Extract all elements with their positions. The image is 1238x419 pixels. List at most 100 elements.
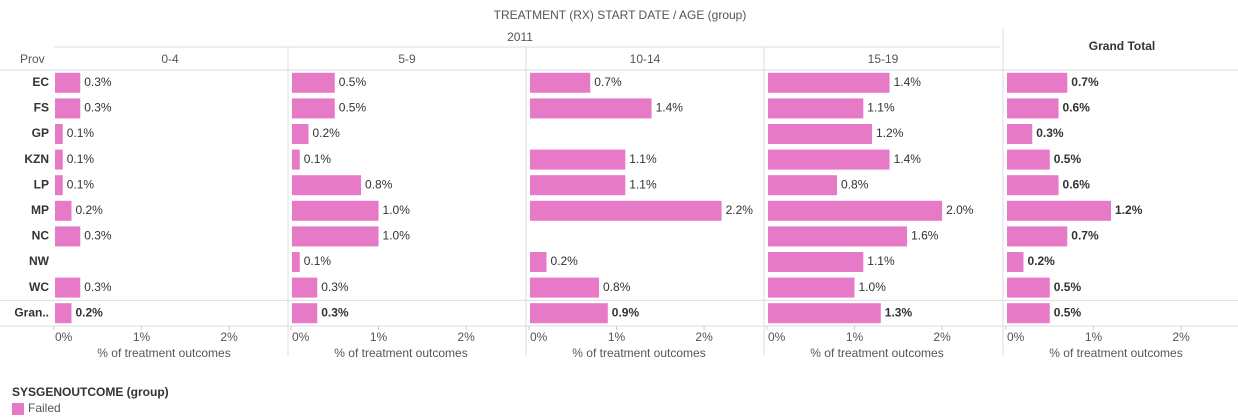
row-label: KZN bbox=[24, 152, 49, 166]
value-label: 1.0% bbox=[383, 203, 411, 217]
column-header: Grand Total bbox=[1089, 39, 1155, 53]
bar bbox=[55, 149, 63, 170]
x-tick-label: 0% bbox=[530, 330, 548, 344]
x-tick-label: 0% bbox=[768, 330, 786, 344]
value-label: 0.3% bbox=[84, 229, 112, 243]
bar bbox=[1007, 226, 1068, 247]
bar bbox=[1007, 200, 1112, 221]
value-label: 1.2% bbox=[1115, 203, 1143, 217]
column-header: 10-14 bbox=[630, 52, 661, 66]
bar bbox=[292, 252, 300, 272]
value-label: 0.7% bbox=[1071, 229, 1099, 243]
bar bbox=[1007, 303, 1050, 324]
value-label: 0.1% bbox=[67, 152, 95, 166]
value-label: 1.2% bbox=[876, 126, 904, 140]
value-label: 0.1% bbox=[304, 254, 332, 268]
bar bbox=[1007, 175, 1059, 196]
bar bbox=[530, 303, 608, 324]
x-tick-label: 1% bbox=[1085, 330, 1103, 344]
value-label: 0.7% bbox=[594, 75, 622, 89]
value-label: 1.1% bbox=[629, 152, 657, 166]
bar bbox=[55, 98, 81, 119]
value-label: 0.3% bbox=[1036, 126, 1064, 140]
row-label: NC bbox=[32, 229, 50, 243]
bar bbox=[768, 72, 890, 93]
value-label: 1.0% bbox=[383, 229, 411, 243]
legend-label: Failed bbox=[28, 401, 61, 415]
row-label: FS bbox=[34, 101, 49, 115]
value-label: 0.8% bbox=[603, 280, 631, 294]
value-label: 0.6% bbox=[1063, 101, 1091, 115]
value-label: 1.1% bbox=[867, 254, 895, 268]
x-tick-label: 1% bbox=[133, 330, 151, 344]
x-tick-label: 0% bbox=[1007, 330, 1025, 344]
bar bbox=[1007, 72, 1068, 93]
value-label: 0.3% bbox=[84, 75, 112, 89]
row-label: NW bbox=[29, 254, 50, 268]
bar bbox=[768, 98, 864, 119]
value-label: 0.2% bbox=[76, 203, 104, 217]
bar bbox=[1007, 252, 1024, 272]
column-header: 15-19 bbox=[868, 52, 899, 66]
value-label: 0.8% bbox=[841, 177, 869, 191]
value-label: 0.2% bbox=[313, 126, 341, 140]
bar bbox=[1007, 149, 1050, 170]
bar bbox=[55, 124, 63, 144]
legend-swatch bbox=[12, 403, 24, 415]
row-label: WC bbox=[29, 280, 49, 294]
x-tick-label: 1% bbox=[608, 330, 626, 344]
value-label: 0.1% bbox=[67, 177, 95, 191]
value-label: 1.1% bbox=[629, 177, 657, 191]
x-axis-title: % of treatment outcomes bbox=[97, 346, 230, 360]
row-label: Gran.. bbox=[14, 305, 49, 319]
x-axis-title: % of treatment outcomes bbox=[810, 346, 943, 360]
bar bbox=[55, 72, 81, 93]
x-tick-label: 0% bbox=[292, 330, 310, 344]
value-label: 0.1% bbox=[67, 126, 95, 140]
bar bbox=[768, 226, 908, 247]
bar bbox=[530, 200, 722, 221]
bar bbox=[292, 226, 379, 247]
bar bbox=[292, 303, 318, 324]
value-label: 2.2% bbox=[726, 203, 754, 217]
bar bbox=[55, 200, 72, 221]
value-label: 0.2% bbox=[1028, 254, 1056, 268]
x-tick-label: 0% bbox=[55, 330, 73, 344]
value-label: 1.4% bbox=[894, 152, 922, 166]
value-label: 1.4% bbox=[656, 101, 684, 115]
value-label: 0.5% bbox=[1054, 152, 1082, 166]
bar bbox=[530, 252, 547, 272]
value-label: 2.0% bbox=[946, 203, 974, 217]
bar bbox=[55, 277, 81, 298]
x-axis-title: % of treatment outcomes bbox=[572, 346, 705, 360]
chart-subtitle: 2011 bbox=[507, 30, 533, 44]
bar bbox=[292, 124, 309, 144]
value-label: 0.3% bbox=[321, 280, 349, 294]
bar bbox=[530, 277, 600, 298]
chart-title: TREATMENT (RX) START DATE / AGE (group) bbox=[494, 8, 747, 22]
bar bbox=[530, 149, 626, 170]
value-label: 0.2% bbox=[76, 305, 104, 319]
bar bbox=[55, 226, 81, 247]
bar bbox=[292, 98, 335, 119]
value-label: 0.2% bbox=[551, 254, 579, 268]
x-tick-label: 1% bbox=[846, 330, 864, 344]
column-header: 0-4 bbox=[161, 52, 179, 66]
bar bbox=[292, 72, 335, 93]
x-tick-label: 1% bbox=[370, 330, 388, 344]
row-label: GP bbox=[32, 126, 49, 140]
x-axis-title: % of treatment outcomes bbox=[1049, 346, 1182, 360]
bar bbox=[768, 303, 881, 324]
bar bbox=[768, 124, 873, 144]
bar bbox=[530, 175, 626, 196]
bar bbox=[55, 175, 63, 196]
bar bbox=[768, 252, 864, 272]
value-label: 0.3% bbox=[321, 305, 349, 319]
bar bbox=[292, 149, 300, 170]
value-label: 0.8% bbox=[365, 177, 393, 191]
value-label: 1.4% bbox=[894, 75, 922, 89]
value-label: 0.3% bbox=[84, 280, 112, 294]
row-label: MP bbox=[31, 203, 49, 217]
bar bbox=[530, 72, 591, 93]
